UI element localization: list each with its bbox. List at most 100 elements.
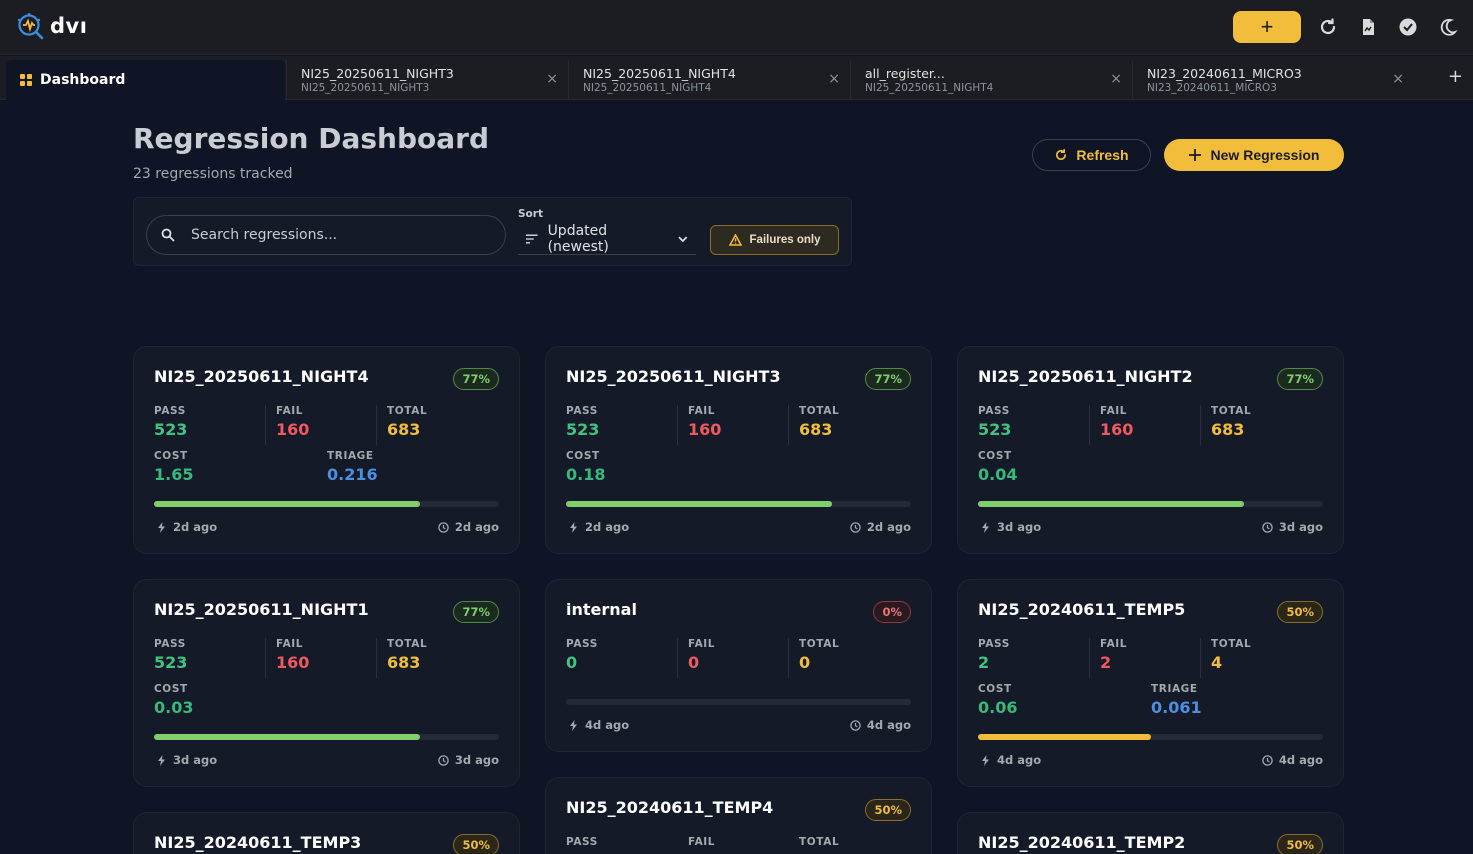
divider (1200, 405, 1201, 445)
tab-document[interactable]: all_register... NI25_20250611_NIGHT4 × (850, 60, 1132, 100)
run-time: 3d ago (980, 520, 1041, 534)
regression-name: NI25_20240611_TEMP5 (978, 600, 1186, 619)
fail-stat: FAIL (688, 836, 716, 848)
total-stat: TOTAL 683 (387, 405, 428, 439)
progress-fill (154, 501, 420, 507)
regression-card[interactable]: NI25_20240611_TEMP3 50% (133, 812, 520, 854)
pass-rate-badge: 50% (453, 834, 499, 854)
bolt-icon (570, 719, 577, 731)
top-bar: dvı + (0, 0, 1473, 55)
refresh-button[interactable]: Refresh (1032, 139, 1151, 171)
fail-stat: FAIL 160 (276, 638, 310, 672)
add-tab-button[interactable]: + (1447, 66, 1463, 87)
fail-stat: FAIL 0 (688, 638, 716, 672)
pass-stat: PASS 0 (566, 638, 598, 672)
check-circle-icon[interactable] (1395, 14, 1421, 40)
divider (788, 638, 789, 678)
bolt-icon (158, 521, 165, 533)
top-add-button[interactable]: + (1233, 11, 1301, 43)
regression-card[interactable]: NI25_20240611_TEMP5 50% PASS 2 FAIL 2 TOTA… (957, 579, 1344, 787)
cost-stat: COST 0.18 (566, 450, 606, 484)
fail-stat: FAIL 2 (1100, 638, 1128, 672)
search-input[interactable] (191, 227, 491, 243)
updated-time: 3d ago (1262, 520, 1323, 534)
sort-icon (526, 234, 538, 244)
progress-bar (566, 501, 911, 507)
fail-stat: FAIL 160 (276, 405, 310, 439)
regression-card[interactable]: NI25_20250611_NIGHT2 77% PASS 523 FAIL 160… (957, 346, 1344, 554)
tab-subtitle: NI25_20250611_NIGHT4 (583, 82, 712, 94)
pass-stat: PASS 523 (978, 405, 1012, 439)
refresh-icon[interactable] (1315, 14, 1341, 40)
tab-label: Dashboard (40, 72, 126, 88)
progress-bar (154, 501, 499, 507)
pass-rate-badge: 50% (865, 799, 911, 821)
regression-name: NI25_20250611_NIGHT3 (566, 367, 781, 386)
pass-rate-badge: 77% (1277, 368, 1323, 390)
pass-rate-badge: 50% (1277, 601, 1323, 623)
document-chart-icon[interactable] (1355, 14, 1381, 40)
progress-fill (566, 501, 832, 507)
pass-stat: PASS 523 (154, 638, 188, 672)
tab-document[interactable]: NI25_20250611_NIGHT4 NI25_20250611_NIGHT… (568, 60, 850, 100)
regression-card[interactable]: NI25_20250611_NIGHT4 77% PASS 523 FAIL 160… (133, 346, 520, 554)
regression-name: NI25_20240611_TEMP3 (154, 833, 362, 852)
failures-only-toggle[interactable]: Failures only (710, 225, 839, 255)
regression-card[interactable]: internal 0% PASS 0 FAIL 0 TOTAL 0 4d ago 4d… (545, 579, 932, 752)
regression-card[interactable]: NI25_20250611_NIGHT1 77% PASS 523 FAIL 160… (133, 579, 520, 787)
search-box[interactable] (146, 215, 506, 255)
regression-name: NI25_20250611_NIGHT2 (978, 367, 1193, 386)
cost-stat: COST 0.06 (978, 683, 1018, 717)
clock-icon (1262, 521, 1273, 533)
app-logo[interactable]: dvı (16, 12, 87, 40)
pass-rate-badge: 77% (453, 601, 499, 623)
cost-stat: COST 0.03 (154, 683, 194, 717)
tab-document[interactable]: NI25_20250611_NIGHT3 NI25_20250611_NIGHT… (286, 60, 568, 100)
clock-icon (438, 754, 449, 766)
close-icon[interactable]: × (1392, 71, 1404, 87)
close-icon[interactable]: × (546, 71, 558, 87)
progress-bar (978, 734, 1323, 740)
tab-title: all_register... (865, 66, 945, 81)
tab-subtitle: NI25_20250611_NIGHT3 (301, 82, 430, 94)
regression-name: NI25_20240611_TEMP2 (978, 833, 1186, 852)
pass-rate-badge: 0% (873, 601, 911, 623)
divider (677, 405, 678, 445)
progress-fill (978, 734, 1151, 740)
filter-panel: Sort Updated (newest) Failures only (133, 197, 852, 266)
plus-icon (1188, 149, 1201, 161)
new-regression-button[interactable]: New Regression (1164, 139, 1344, 171)
logo-text: dvı (50, 14, 88, 38)
warning-icon (728, 234, 742, 246)
total-stat: TOTAL (799, 836, 840, 848)
run-time: 2d ago (568, 520, 629, 534)
pass-stat: PASS 523 (154, 405, 188, 439)
sort-select[interactable]: Updated (newest) (518, 223, 696, 255)
close-icon[interactable]: × (1110, 71, 1122, 87)
page-title: Regression Dashboard (133, 122, 490, 155)
moon-icon[interactable] (1435, 14, 1461, 40)
run-time: 4d ago (980, 753, 1041, 767)
divider (788, 405, 789, 445)
regression-card[interactable]: NI25_20240611_TEMP4 50% PASS FAIL TOTAL (545, 777, 932, 854)
close-icon[interactable]: × (828, 71, 840, 87)
tab-dashboard[interactable]: Dashboard (6, 60, 285, 100)
tab-document[interactable]: NI23_20240611_MICRO3 NI23_20240611_MICRO… (1132, 60, 1414, 100)
refresh-label: Refresh (1076, 147, 1129, 163)
bolt-icon (158, 754, 165, 766)
divider (376, 638, 377, 678)
fail-stat: FAIL 160 (688, 405, 722, 439)
regression-card[interactable]: NI25_20240611_TEMP2 50% (957, 812, 1344, 854)
tab-title: NI25_20250611_NIGHT3 (301, 66, 454, 81)
pass-rate-badge: 77% (453, 368, 499, 390)
regression-name: NI25_20250611_NIGHT1 (154, 600, 369, 619)
updated-time: 3d ago (438, 753, 499, 767)
total-stat: TOTAL 683 (387, 638, 428, 672)
total-stat: TOTAL 683 (799, 405, 840, 439)
tab-subtitle: NI25_20250611_NIGHT4 (865, 82, 994, 94)
regression-card[interactable]: NI25_20250611_NIGHT3 77% PASS 523 FAIL 160… (545, 346, 932, 554)
bolt-icon (982, 521, 989, 533)
regression-name: internal (566, 600, 637, 619)
progress-bar (978, 501, 1323, 507)
tab-bar: Dashboard NI25_20250611_NIGHT3 NI25_2025… (0, 56, 1473, 100)
